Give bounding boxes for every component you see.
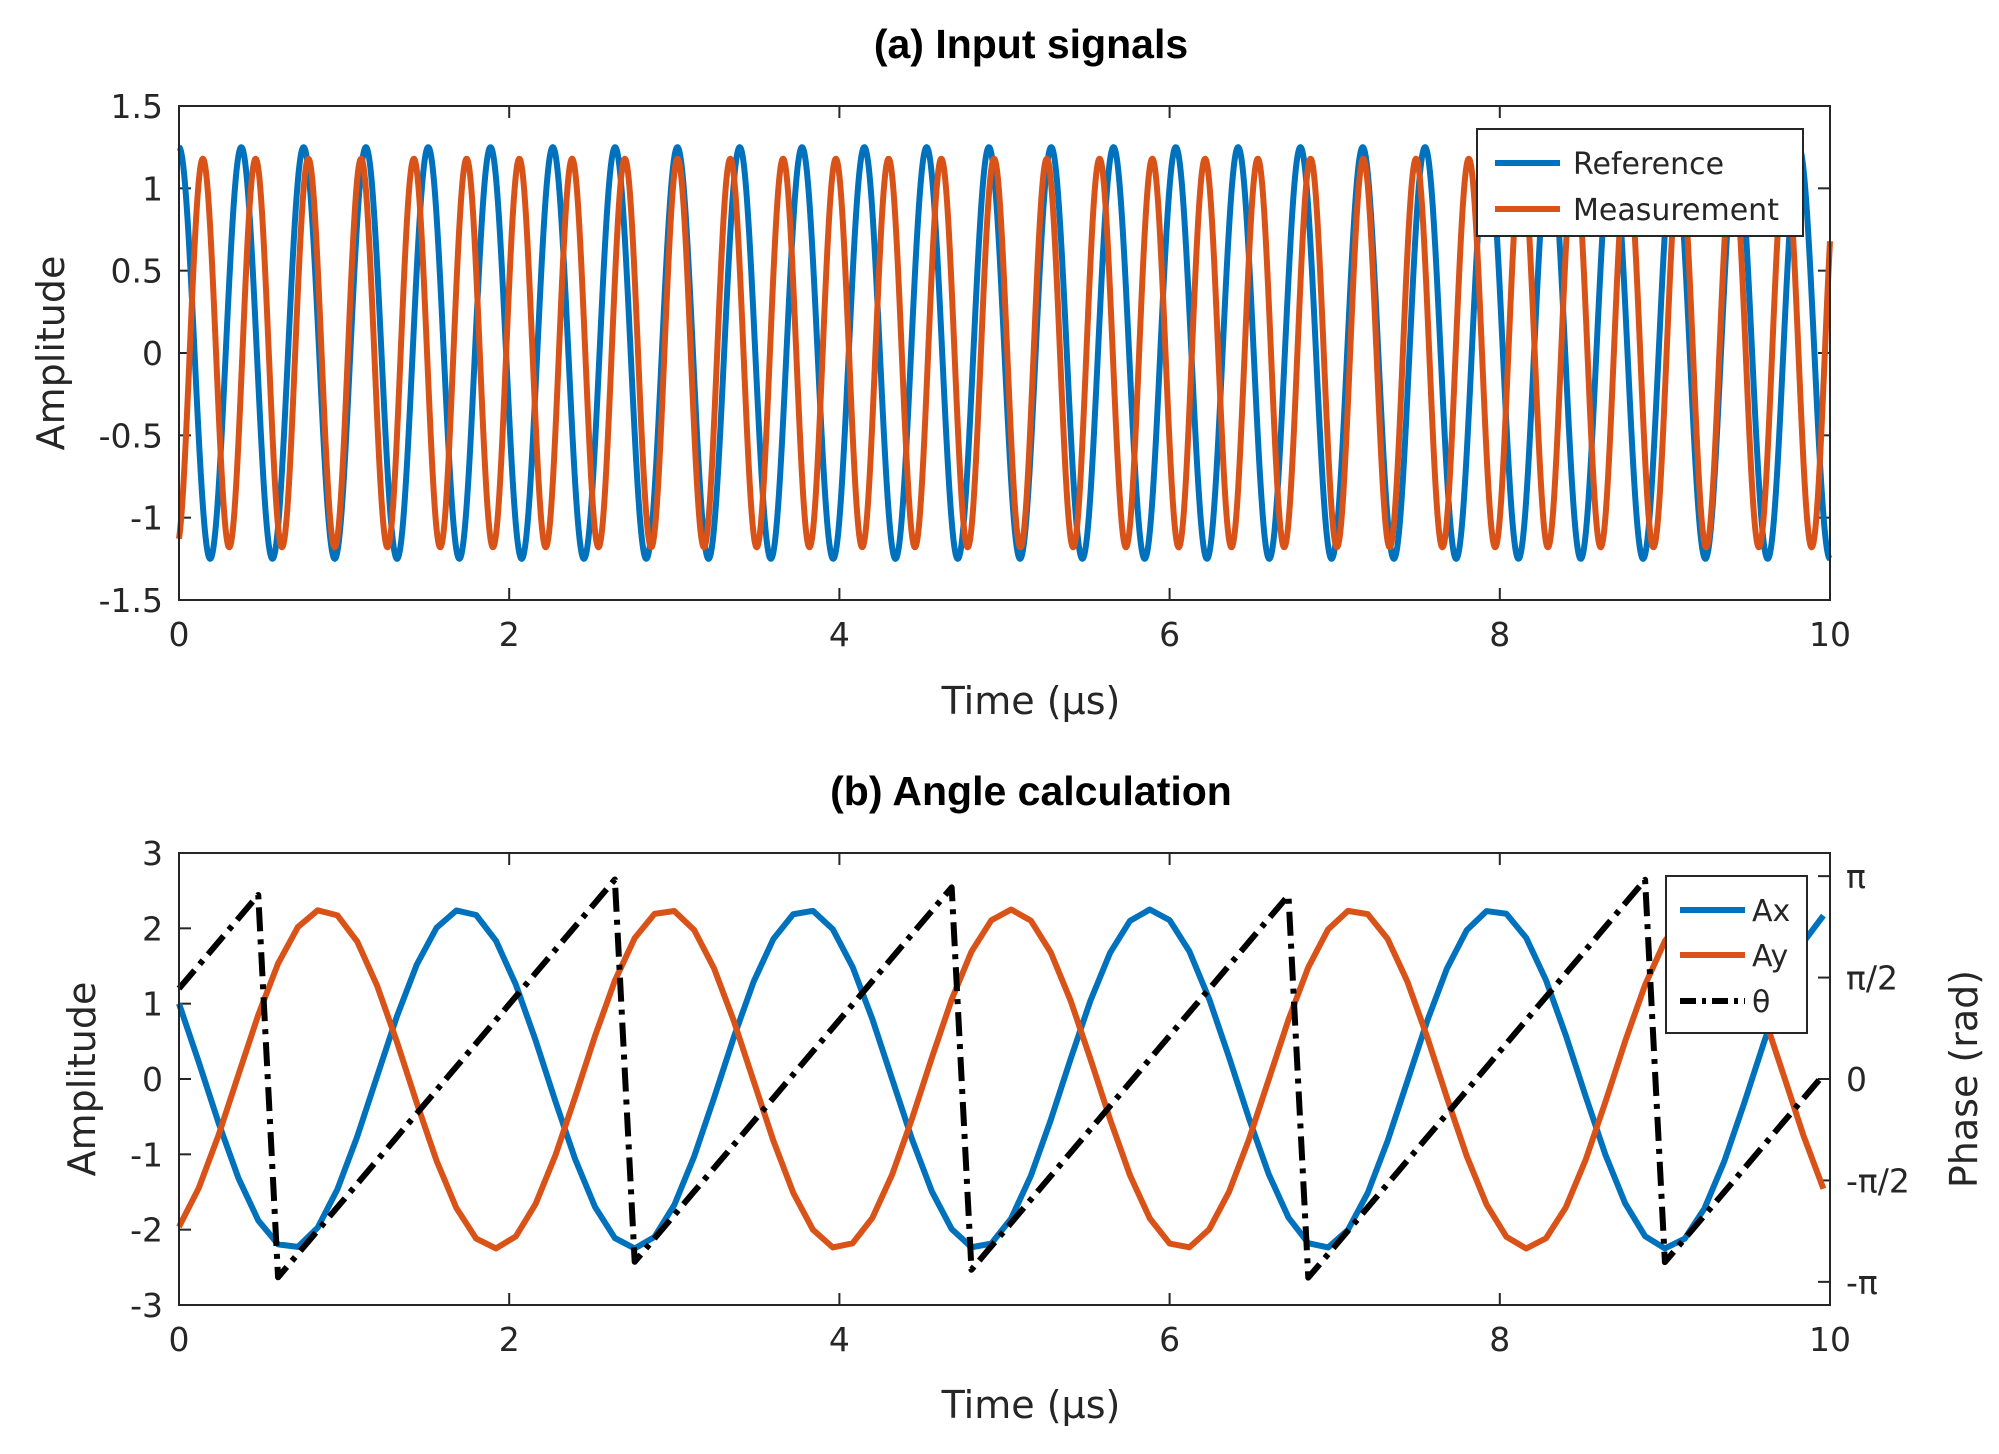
panel-b-y-tick-label: -1 [130,1135,163,1174]
legend-label-ax: Ax [1752,894,1790,929]
panel-b-x-tick-label: 2 [499,1320,520,1359]
legend-label-ay: Ay [1752,939,1788,974]
panel-b-y-tick-label: -2 [130,1211,163,1250]
panel-a-y-tick-label: 1.5 [111,87,163,126]
legend-label-theta: θ [1752,985,1770,1020]
panel-a-x-tick-label: 10 [1809,615,1851,654]
panel-a-axes-frame [178,105,1831,601]
legend-label-reference: Reference [1573,147,1724,182]
panel-a-input-signals: (a) Input signals 0 2 4 6 8 10 1.5 1 0.5 0 -0.5 -1… [29,21,1851,723]
panel-a-x-tick-label: 6 [1159,615,1180,654]
series-line-measurement [176,155,1833,551]
panel-a-y-tick-label: -1 [130,499,163,538]
panel-b-y-tick-label: 0 [142,1060,163,1099]
panel-b-x-label: Time (µs) [941,1383,1121,1427]
panel-a-legend: Reference Measurement [1476,128,1804,237]
panel-a-legend-box [1476,128,1804,237]
panel-a-y-tick-label: 0 [142,334,163,373]
panel-b-y-tick-label: 2 [142,909,163,948]
panel-b-y-right-tick-label: -π/2 [1846,1161,1910,1200]
panel-a-x-tick-label: 8 [1489,615,1510,654]
panel-b-x-tick-label: 0 [169,1320,190,1359]
panel-b-x-ticks: 0 2 4 6 8 10 [169,853,1851,1359]
panel-a-y-tick-label: -0.5 [99,416,163,455]
panel-a-y-label: Amplitude [29,256,73,451]
panel-b-x-tick-label: 8 [1489,1320,1510,1359]
panel-a-x-label: Time (µs) [941,679,1121,723]
legend-label-measurement: Measurement [1573,193,1779,228]
panel-b-x-tick-label: 4 [829,1320,850,1359]
panel-b-y-right-tick-label: π/2 [1846,959,1898,998]
panel-a-y-ticks: 1.5 1 0.5 0 -0.5 -1 -1.5 [99,87,1830,620]
panel-a-y-tick-label: 1 [142,169,163,208]
panel-b-y-tick-label: 1 [142,985,163,1024]
panel-b-x-tick-label: 6 [1159,1320,1180,1359]
series-line-theta [176,876,1826,1281]
panel-b-axes-frame [178,852,1831,1306]
panel-a-y-tick-label: 0.5 [111,252,163,291]
panel-b-y-right-tick-label: π [1846,857,1866,896]
panel-b-y-right-tick-label: 0 [1846,1060,1867,1099]
panel-b-angle-calculation: (b) Angle calculation 0 2 4 6 8 10 3210-1-2-3… [60,768,1986,1427]
panel-b-series [176,876,1827,1281]
panel-b-y-right-tick-label: -π [1846,1263,1878,1302]
panel-b-legend: Ax Ay θ [1665,875,1808,1034]
panel-b-y-label-left: Amplitude [60,982,104,1177]
panel-a-x-ticks: 0 2 4 6 8 10 [169,106,1851,654]
panel-a-x-tick-label: 4 [829,615,850,654]
panel-b-y-tick-label: -3 [130,1286,163,1325]
panel-a-x-tick-label: 2 [499,615,520,654]
panel-b-y-ticks-left: 3 2 1 0 -1 -2 -3 [130,834,191,1325]
panel-a-x-tick-label: 0 [169,615,190,654]
panel-b-x-tick-label: 10 [1809,1320,1851,1359]
panel-a-title: (a) Input signals [874,21,1188,67]
panel-b-y-tick-label: 3 [142,834,163,873]
panel-a-y-tick-label: -1.5 [99,581,163,620]
panel-b-y-label-right: Phase (rad) [1942,970,1986,1188]
panel-b-title: (b) Angle calculation [830,768,1232,814]
series-line-ay [176,906,1827,1252]
